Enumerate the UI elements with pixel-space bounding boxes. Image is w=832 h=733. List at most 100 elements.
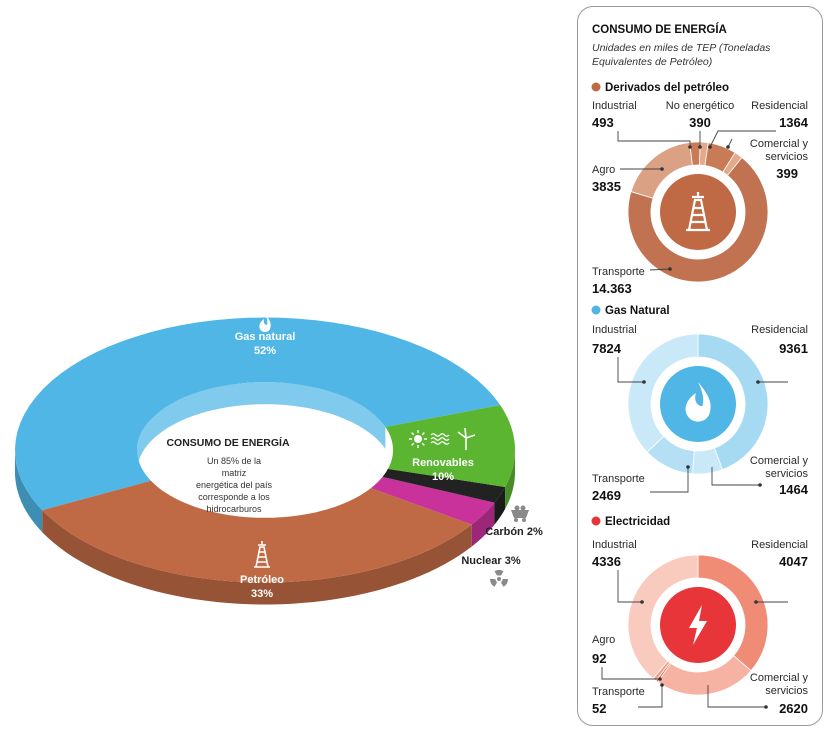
label-gas-natural-comercial-y-servicios-2: servicios: [765, 468, 808, 480]
label-gas-natural-residencial: Residencial: [751, 324, 808, 336]
value-derivados-del-petroleo-transporte: 14.363: [592, 281, 632, 296]
value-electricidad-industrial: 4336: [592, 554, 621, 569]
leader-dot: [640, 600, 644, 604]
label-derivados-del-petroleo-industrial: Industrial: [592, 100, 637, 112]
label-electricidad-industrial: Industrial: [592, 539, 637, 551]
leader-line: [707, 685, 766, 708]
leader-line: [617, 570, 642, 603]
leader-line: [709, 130, 776, 148]
label-derivados-del-petroleo-no-energetico: No energético: [666, 100, 735, 112]
value-electricidad-agro: 92: [592, 651, 606, 666]
wind-turbine-icon: [457, 427, 476, 450]
label-electricidad-comercial-y-servicios-2: servicios: [765, 685, 808, 697]
leader-line: [638, 685, 663, 708]
inner-wall-gas-natural: [137, 382, 386, 472]
leader-dot: [688, 145, 692, 149]
oil-derrick-icon: [686, 192, 710, 232]
leader-dot: [660, 683, 664, 687]
value-gas-natural-comercial-y-servicios: 1464: [779, 482, 809, 497]
outer-wall-carbon: [494, 487, 506, 525]
leader-line: [650, 467, 689, 493]
label-renovables: Renovables: [412, 457, 474, 469]
legend-dot-electricidad: [591, 516, 601, 526]
outer-wall-petroleo: [42, 510, 472, 605]
leader-line: [601, 667, 660, 680]
label-nuclear: Nuclear 3%: [461, 555, 521, 567]
slice-petroleo: [42, 480, 472, 583]
slice-renovables: [385, 405, 515, 487]
slice-gas-natural: [15, 317, 501, 511]
leader-dot: [756, 380, 760, 384]
section-electricidad: Electricidad Residencial 4047 Comercial yse…: [591, 516, 809, 716]
panel-subtitle-1: Unidades en miles de TEP (Toneladas: [592, 42, 771, 54]
leader-dot: [660, 167, 664, 171]
value-gas-natural-residencial: 9361: [779, 341, 808, 356]
outer-wall-renovables: [505, 450, 515, 509]
center-text-line: matriz: [222, 468, 247, 478]
value-derivados-del-petroleo-agro: 3835: [592, 179, 621, 194]
leader-dot: [686, 465, 690, 469]
leader-line: [617, 131, 691, 147]
wave-icon: [430, 433, 450, 445]
section-title-derivados-del-petroleo: Derivados del petróleo: [605, 82, 729, 94]
label-gas-natural-industrial: Industrial: [592, 324, 637, 336]
section-title-gas-natural: Gas Natural: [605, 305, 670, 317]
legend-dot-gas-natural: [591, 305, 601, 315]
outer-wall-gas-natural: [15, 450, 43, 533]
label-electricidad-agro: Agro: [592, 634, 615, 646]
label-gas-natural-comercial-y-servicios-1: Comercial y: [750, 455, 809, 467]
leader-line: [617, 357, 644, 383]
leader-line: [649, 268, 671, 271]
leader-dot: [658, 677, 662, 681]
radiation-icon: [490, 570, 508, 587]
label-derivados-del-petroleo-agro: Agro: [592, 164, 615, 176]
flame-icon: [259, 314, 271, 332]
label-electricidad-transporte: Transporte: [592, 686, 645, 698]
value-gas-natural-industrial: 7824: [592, 341, 622, 356]
value-derivados-del-petroleo-industrial: 493: [592, 115, 614, 130]
section-gas-natural: Gas Natural Residencial 9361 Comercial yser…: [591, 305, 809, 503]
label-electricidad-comercial-y-servicios-1: Comercial y: [750, 672, 809, 684]
consumption-panel: CONSUMO DE ENERGÍA Unidades en miles de …: [577, 6, 823, 726]
leader-dot: [726, 145, 730, 149]
label-gas-natural-transporte: Transporte: [592, 473, 645, 485]
leader-dot: [764, 705, 768, 709]
value-petroleo: 33%: [251, 588, 273, 600]
label-petroleo: Petróleo: [240, 574, 284, 586]
label-derivados-del-petroleo-residencial: Residencial: [751, 100, 808, 112]
value-electricidad-residencial: 4047: [779, 554, 808, 569]
value-electricidad-transporte: 52: [592, 701, 606, 716]
section-derivados-del-petroleo: Derivados del petróleo No energético 390 Re…: [591, 82, 809, 296]
center-text-line: Un 85% de la: [207, 456, 261, 466]
value-electricidad-comercial-y-servicios: 2620: [779, 701, 808, 716]
label-gas-natural: Gas natural: [235, 331, 296, 343]
value-derivados-del-petroleo-no-energetico: 390: [689, 115, 711, 130]
label-derivados-del-petroleo-comercial-y-servicios-1: Comercial y: [750, 138, 809, 150]
outer-wall-nuclear: [471, 502, 495, 547]
label-electricidad-residencial: Residencial: [751, 539, 808, 551]
section-title-electricidad: Electricidad: [605, 516, 670, 528]
center-title: CONSUMO DE ENERGÍA: [166, 436, 290, 449]
value-gas-natural: 52%: [254, 345, 276, 357]
center-disc: [660, 174, 736, 250]
leader-dot: [698, 145, 702, 149]
panel-subtitle-2: Equivalentes de Petróleo): [592, 56, 712, 68]
label-carbon: Carbón 2%: [485, 526, 543, 538]
flame-icon: [685, 382, 711, 422]
sun-icon: [409, 430, 427, 448]
leader-dot: [758, 483, 762, 487]
coal-cart-icon: [511, 505, 529, 522]
center-text-line: energética del país: [196, 480, 273, 490]
value-derivados-del-petroleo-comercial-y-servicios: 399: [776, 166, 798, 181]
legend-dot-derivados-del-petroleo: [591, 82, 601, 92]
leader-dot: [708, 145, 712, 149]
value-gas-natural-transporte: 2469: [592, 488, 621, 503]
leader-dot: [642, 380, 646, 384]
label-derivados-del-petroleo-transporte: Transporte: [592, 266, 645, 278]
center-text-line: corresponde a los: [198, 492, 270, 502]
panel-title: CONSUMO DE ENERGÍA: [592, 23, 727, 36]
oil-derrick-icon: [254, 541, 270, 568]
value-renovables: 10%: [432, 471, 454, 483]
leader-dot: [668, 267, 672, 271]
main-donut-chart: CONSUMO DE ENERGÍA Un 85% de la matriz ener…: [15, 314, 543, 605]
